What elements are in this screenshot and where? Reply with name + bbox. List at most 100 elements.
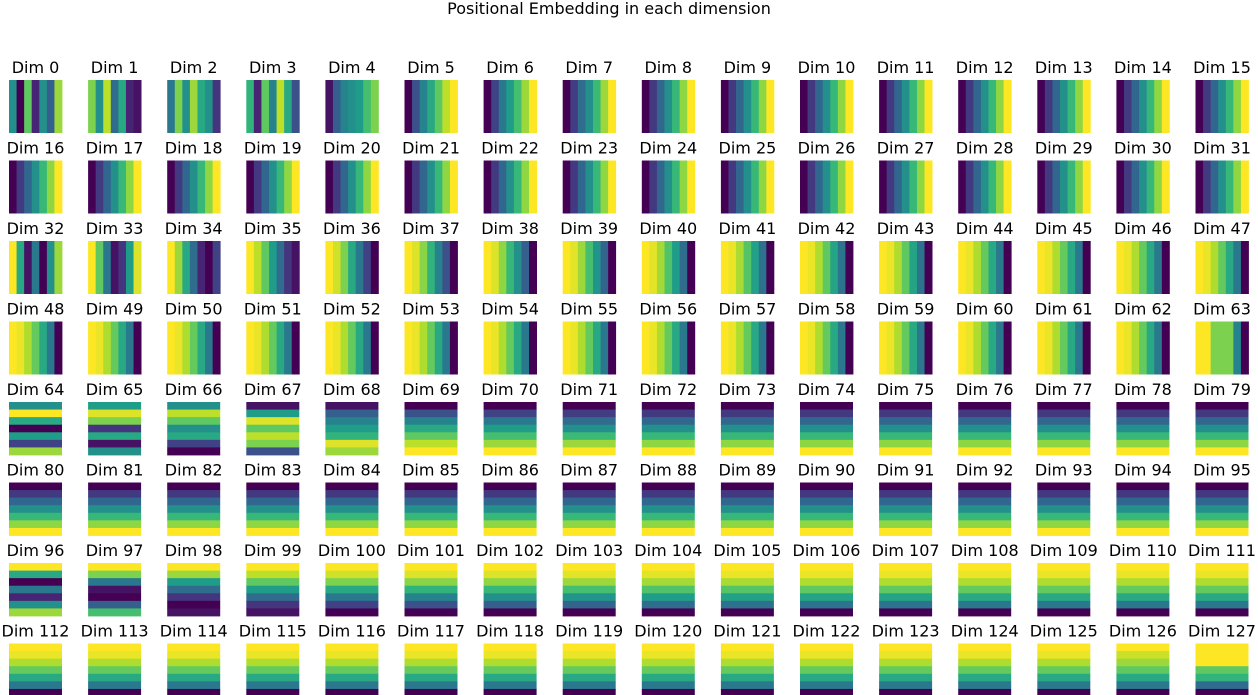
heatmap-cell xyxy=(720,432,774,441)
heatmap-cell xyxy=(1044,160,1053,214)
panel-label: Dim 40 xyxy=(639,219,697,238)
heatmap-cell xyxy=(1003,160,1012,214)
heatmap-cell xyxy=(845,321,854,375)
heatmap-cell xyxy=(1044,80,1053,133)
heatmap-cell xyxy=(1195,505,1249,514)
heatmap-cell xyxy=(1003,241,1012,294)
heatmap-cell xyxy=(442,160,451,214)
panel-dim-60: Dim 60 xyxy=(956,300,1014,375)
heatmap-cell xyxy=(641,658,695,667)
panel-label: Dim 118 xyxy=(476,622,544,641)
panel-dim-84: Dim 84 xyxy=(323,461,381,536)
panel-dim-32: Dim 32 xyxy=(7,219,64,294)
panel-dim-19: Dim 19 xyxy=(244,139,302,214)
heatmap-cell xyxy=(246,432,300,441)
heatmap-cell xyxy=(9,417,62,426)
heatmap-cell xyxy=(1131,321,1140,375)
heatmap-cell xyxy=(88,643,142,652)
heatmap-cell xyxy=(1161,160,1170,214)
heatmap-cell xyxy=(404,570,458,579)
panel-dim-43: Dim 43 xyxy=(877,219,935,294)
panel-label: Dim 36 xyxy=(323,219,381,238)
heatmap-cell xyxy=(88,417,142,426)
panel-dim-120: Dim 120 xyxy=(634,622,702,695)
heatmap-cell xyxy=(1116,432,1170,441)
heatmap-cell xyxy=(16,241,25,294)
heatmap-cell xyxy=(189,80,198,133)
heatmap-cell xyxy=(46,321,55,375)
heatmap-cell xyxy=(1067,241,1076,294)
heatmap-cell xyxy=(562,497,616,506)
panel-label: Dim 43 xyxy=(877,219,935,238)
heatmap-cell xyxy=(996,321,1005,375)
heatmap-cell xyxy=(167,402,221,410)
heatmap-cell xyxy=(348,80,357,133)
heatmap-cell xyxy=(879,527,933,536)
panel-label: Dim 1 xyxy=(91,58,139,77)
heatmap-cell xyxy=(88,321,97,375)
heatmap-cell xyxy=(167,578,221,587)
heatmap-cell xyxy=(9,666,62,675)
heatmap-cell xyxy=(1044,241,1053,294)
heatmap-cell xyxy=(246,417,300,426)
heatmap-cell xyxy=(205,321,214,375)
heatmap-cell xyxy=(276,80,285,133)
heatmap-cell xyxy=(9,402,62,410)
heatmap-cell xyxy=(1195,409,1249,418)
heatmap-cell xyxy=(800,658,853,667)
heatmap-cell xyxy=(404,688,458,695)
heatmap-cell xyxy=(958,578,1012,587)
heatmap-cell xyxy=(1116,527,1170,536)
panel-dim-39: Dim 39 xyxy=(560,219,618,294)
panel-dim-116: Dim 116 xyxy=(318,622,386,695)
heatmap-cell xyxy=(879,563,933,571)
panel-label: Dim 49 xyxy=(86,300,144,319)
heatmap-cell xyxy=(1195,424,1249,433)
heatmap-cell xyxy=(562,417,616,426)
panel-dim-44: Dim 44 xyxy=(956,219,1014,294)
panel-dim-63: Dim 63 xyxy=(1193,300,1251,375)
heatmap-cell xyxy=(427,321,436,375)
panel-label: Dim 124 xyxy=(951,622,1019,641)
heatmap-cell xyxy=(9,658,62,667)
heatmap-cell xyxy=(88,505,142,514)
heatmap-cell xyxy=(830,160,839,214)
heatmap-cell xyxy=(291,241,300,294)
heatmap-cell xyxy=(442,241,451,294)
heatmap-cell xyxy=(958,417,1012,426)
heatmap-cell xyxy=(363,241,372,294)
heatmap-cell xyxy=(88,482,142,491)
panel-dim-101: Dim 101 xyxy=(397,541,465,617)
heatmap-cell xyxy=(9,432,62,441)
heatmap-cell xyxy=(9,527,62,536)
panel-dim-4: Dim 4 xyxy=(325,58,379,133)
heatmap-cell xyxy=(1154,321,1163,375)
heatmap-cell xyxy=(88,80,97,133)
heatmap-cell xyxy=(521,321,530,375)
heatmap-cell xyxy=(1116,447,1170,456)
heatmap-cell xyxy=(577,241,586,294)
heatmap-cell xyxy=(1195,432,1249,441)
heatmap-cell xyxy=(800,578,853,587)
heatmap-cell xyxy=(720,505,774,514)
heatmap-cell xyxy=(404,681,458,690)
heatmap-cell xyxy=(562,520,616,529)
heatmap-cell xyxy=(483,497,537,506)
panel-dim-91: Dim 91 xyxy=(877,461,934,536)
heatmap-cell xyxy=(800,409,853,418)
heatmap-cell xyxy=(837,80,846,133)
panel-label: Dim 98 xyxy=(165,541,223,560)
heatmap-cell xyxy=(600,160,609,214)
heatmap-cell xyxy=(261,160,270,214)
heatmap-cell xyxy=(720,409,774,418)
heatmap-cell xyxy=(1218,80,1227,133)
heatmap-cell xyxy=(641,527,695,536)
heatmap-cell xyxy=(212,241,221,294)
heatmap-cell xyxy=(1037,497,1091,506)
heatmap-cell xyxy=(9,512,62,521)
heatmap-cell xyxy=(1037,439,1091,448)
heatmap-cell xyxy=(728,241,737,294)
heatmap-cell xyxy=(973,321,982,375)
heatmap-cell xyxy=(404,578,458,587)
heatmap-cell xyxy=(879,666,933,675)
